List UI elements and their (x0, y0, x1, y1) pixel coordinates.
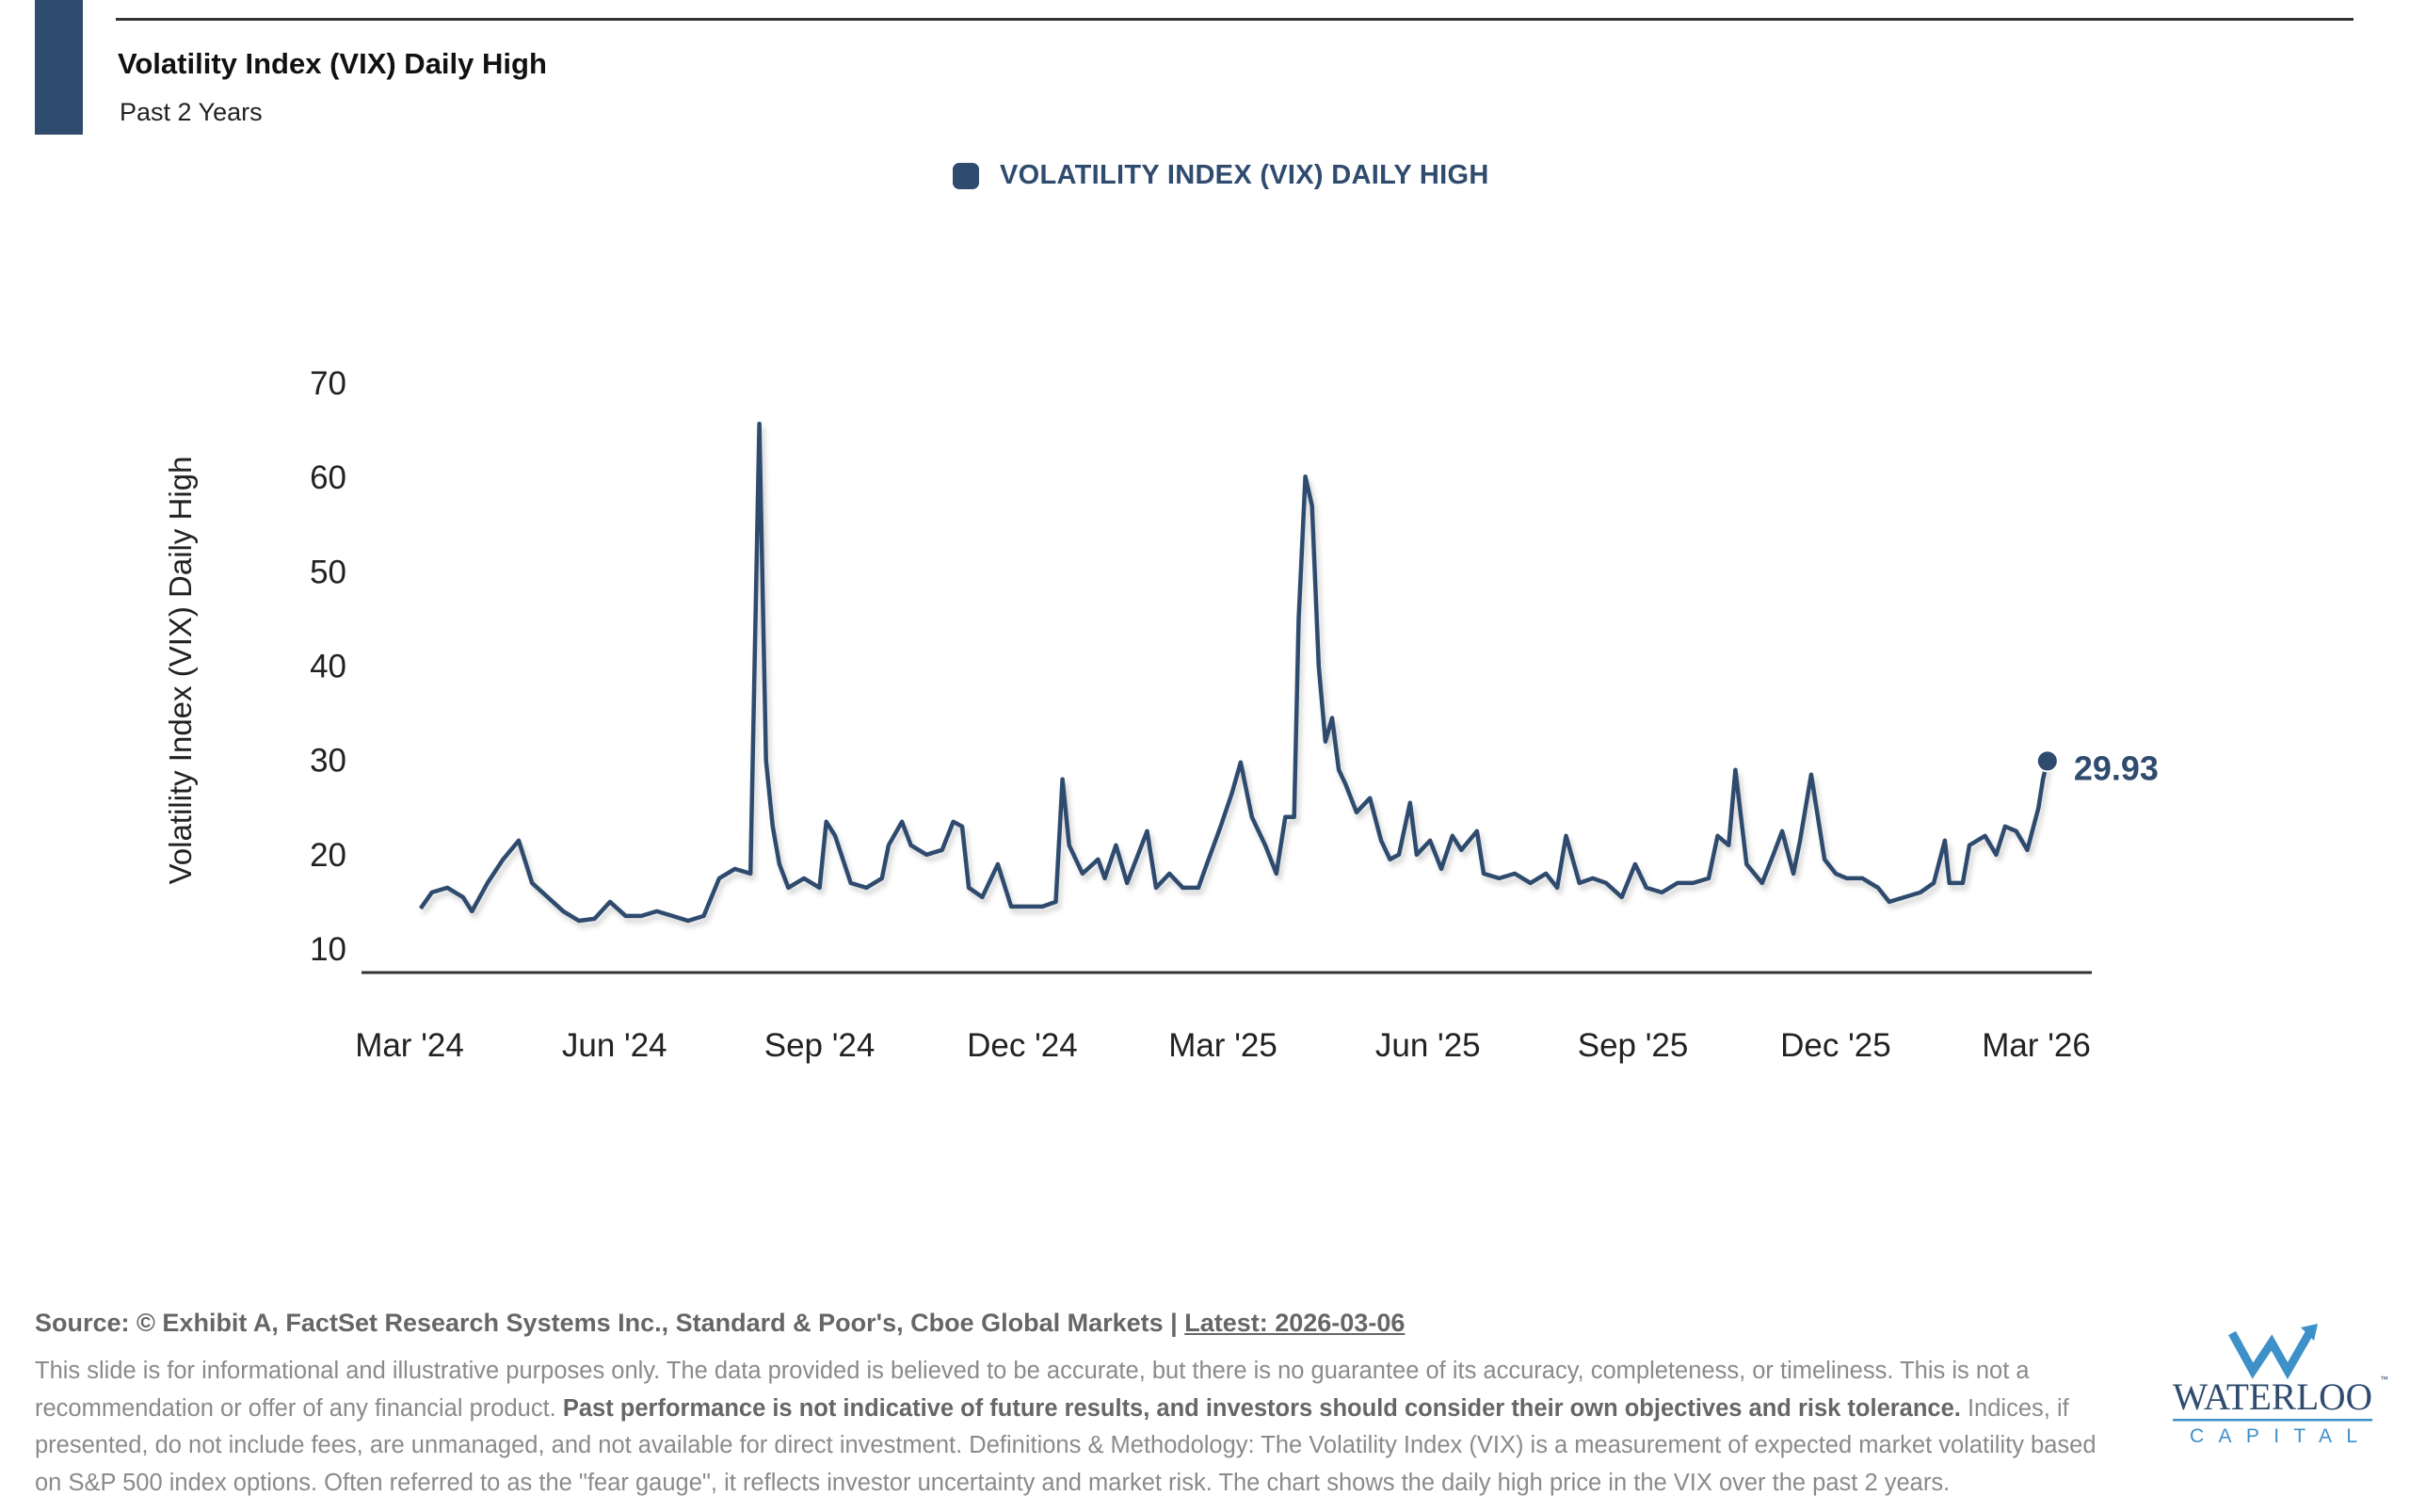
accent-bar (35, 0, 83, 135)
last-value-marker (2035, 749, 2059, 773)
y-tick-label: 70 (310, 365, 346, 402)
latest-date-link[interactable]: Latest: 2026-03-06 (1184, 1309, 1406, 1337)
x-tick-label: Jun '25 (1375, 1027, 1481, 1064)
y-tick-label: 10 (310, 931, 346, 968)
chart-subtitle: Past 2 Years (120, 98, 263, 126)
logo-word: WATERLOO (2173, 1375, 2372, 1418)
disclaimer-text: This slide is for informational and illu… (35, 1358, 2030, 1422)
disclaimer: This slide is for informational and illu… (35, 1353, 2097, 1502)
disclaimer-bold: Past performance is not indicative of fu… (562, 1394, 1961, 1422)
x-tick-label: Sep '25 (1578, 1027, 1689, 1064)
w-arrow-icon (2228, 1330, 2313, 1380)
y-tick-label: 50 (310, 554, 346, 590)
legend: VOLATILITY INDEX (VIX) DAILY HIGH (953, 160, 1489, 191)
y-tick-label: 20 (310, 837, 346, 874)
y-axis-title: Volatility Index (VIX) Daily High (163, 457, 198, 885)
series-line (418, 421, 2049, 924)
x-tick-label: Jun '24 (562, 1027, 667, 1064)
line-chart: Volatility Index (VIX) Daily High 70 60 50… (163, 365, 2159, 1064)
x-axis-ticks: Mar '24 Jun '24 Sep '24 Dec '24 Mar '25 Jun '… (355, 1027, 2091, 1064)
y-tick-label: 60 (310, 459, 346, 496)
legend-label: VOLATILITY INDEX (VIX) DAILY HIGH (1000, 160, 1489, 190)
waterloo-capital-logo: WATERLOO ™ CAPITAL (2173, 1324, 2388, 1447)
last-value-label: 29.93 (2074, 748, 2159, 787)
x-tick-label: Sep '24 (764, 1027, 876, 1064)
logo-tm: ™ (2380, 1375, 2388, 1384)
chart-title: Volatility Index (VIX) Daily High (118, 47, 547, 80)
source-line: Source: © Exhibit A, FactSet Research Sy… (35, 1309, 1405, 1338)
x-tick-label: Mar '24 (355, 1027, 464, 1064)
x-tick-label: Mar '26 (1982, 1027, 2091, 1064)
y-tick-label: 30 (310, 743, 346, 780)
y-tick-label: 40 (310, 649, 346, 685)
disclaimer-text-2: Indices, if presented, do not include fe… (35, 1394, 2097, 1496)
y-axis-ticks: 70 60 50 40 30 20 10 (310, 365, 346, 968)
x-tick-label: Dec '25 (1780, 1027, 1891, 1064)
logo-sub: CAPITAL (2190, 1425, 2357, 1447)
x-tick-label: Dec '24 (967, 1027, 1078, 1064)
top-divider (116, 18, 2354, 21)
legend-marker-icon (953, 162, 979, 189)
source-text: Source: © Exhibit A, FactSet Research Sy… (35, 1309, 1185, 1337)
x-tick-label: Mar '25 (1168, 1027, 1277, 1064)
